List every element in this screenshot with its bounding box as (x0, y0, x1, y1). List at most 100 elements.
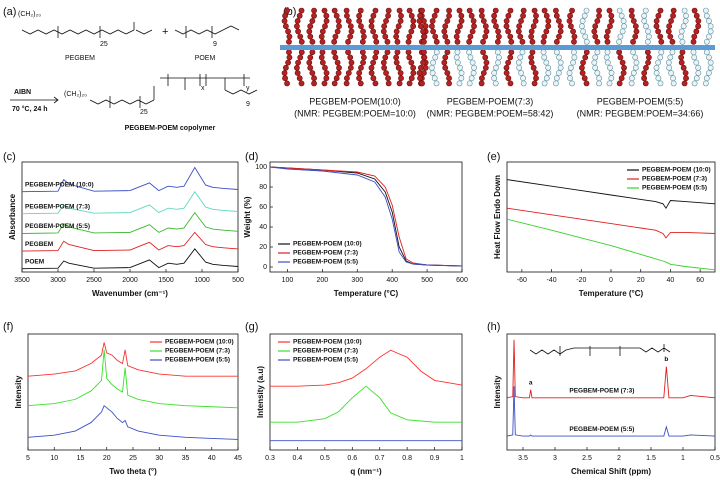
monomer-bead (594, 70, 601, 76)
x-tick-label: 1.5 (646, 455, 656, 462)
monomer-bead (505, 59, 512, 66)
monomer-bead (311, 75, 317, 82)
series-label: PEGBEM-POEM (5:5) (569, 426, 634, 433)
monomer-bead (532, 18, 539, 24)
brush-name: PEGBEM-POEM(5:5) (597, 96, 684, 106)
monomer-bead (579, 70, 586, 76)
monomer-bead (296, 12, 303, 19)
monomer-bead (707, 28, 714, 35)
monomer-bead (620, 70, 627, 76)
monomer-bead (471, 64, 477, 71)
monomer-bead (655, 28, 662, 35)
monomer-bead (331, 49, 338, 56)
monomer-bead (417, 64, 424, 71)
monomer-bead (703, 75, 710, 82)
series-line (269, 166, 463, 267)
monomer-bead (408, 28, 415, 35)
monomer-bead (570, 59, 576, 66)
monomer-bead (570, 28, 576, 35)
monomer-bead (571, 54, 578, 61)
monomer-bead (643, 23, 649, 30)
monomer-bead (528, 59, 535, 66)
monomer-bead (607, 23, 613, 30)
monomer-bead (385, 80, 392, 87)
monomer-bead (398, 12, 404, 19)
bond (185, 26, 213, 38)
monomer-bead (666, 64, 673, 71)
monomer-bead (307, 23, 314, 30)
x-tick-label: 600 (456, 277, 468, 284)
monomer-bead (454, 28, 461, 35)
monomer-bead (294, 70, 301, 76)
monomer-bead (529, 49, 536, 56)
monomer-bead (295, 28, 301, 35)
monomer-bead (604, 49, 611, 56)
monomer-bead (294, 23, 300, 30)
monomer-bead (421, 54, 428, 61)
backbone (565, 45, 715, 50)
y-tick-label: 80 (259, 184, 267, 191)
monomer-bead (406, 80, 413, 87)
x-tick-label: 0 (609, 277, 613, 284)
monomer-bead (645, 28, 651, 35)
monomer-bead (531, 7, 538, 14)
legend-label: PEGBEM-POEM (10:0) (165, 339, 234, 346)
monomer-bead (416, 70, 423, 76)
monomer-bead (683, 75, 689, 82)
monomer-bead (695, 23, 702, 30)
monomer-bead (333, 12, 340, 19)
monomer-bead (518, 70, 524, 76)
monomer-bead (667, 33, 674, 40)
monomer-bead (608, 12, 615, 19)
series-label: PEGBEM-POEM (7:3) (569, 388, 634, 395)
monomer-bead (380, 28, 387, 35)
monomer-bead (285, 59, 291, 66)
monomer-bead (693, 75, 700, 82)
series-label: PEGBEM-POEM (5:5) (25, 223, 90, 230)
legend-label: PEGBEM-POEM (5:5) (293, 259, 358, 266)
monomer-bead (703, 12, 710, 19)
monomer-bead (553, 12, 560, 19)
monomer-bead (286, 49, 292, 56)
monomer-bead (557, 64, 564, 71)
monomer-bead (541, 7, 548, 14)
x-tick-label: 0.5 (320, 455, 330, 462)
monomer-bead (566, 70, 573, 76)
monomer-bead (596, 7, 602, 14)
monomer-bead (433, 49, 440, 56)
monomer-bead (358, 23, 364, 30)
monomer-bead (528, 28, 535, 35)
panel-label: (d) (245, 151, 258, 163)
brush-nmr: (NMR: PEGBEM:POEM=10:0) (294, 108, 416, 118)
monomer-bead (683, 12, 689, 19)
monomer-bead (681, 80, 688, 87)
monomer-bead (616, 7, 623, 14)
x-tick-label: 20 (103, 455, 111, 462)
monomer-bead (571, 33, 578, 40)
monomer-bead (319, 59, 326, 66)
monomer-bead (442, 64, 449, 71)
monomer-bead (530, 23, 537, 30)
monomer-bead (454, 38, 461, 45)
arrow (10, 96, 59, 104)
series-line (21, 211, 239, 234)
monomer-bead (421, 33, 428, 40)
monomer-bead (621, 64, 627, 71)
brush-name: PEGBEM-POEM(7:3) (447, 96, 534, 106)
monomer-bead (397, 18, 404, 24)
monomer-bead (482, 33, 489, 40)
monomer-bead (541, 54, 548, 61)
monomer-bead (641, 18, 648, 24)
monomer-bead (383, 18, 389, 24)
monomer-bead (323, 70, 330, 76)
monomer-bead (528, 33, 535, 40)
monomer-bead (356, 75, 363, 82)
monomer-bead (567, 12, 573, 19)
monomer-bead (456, 80, 463, 87)
monomer-bead (616, 80, 623, 87)
monomer-bead (408, 75, 415, 82)
monomer-bead (368, 64, 375, 71)
monomer-bead (419, 7, 425, 14)
monomer-bead (545, 70, 552, 76)
monomer-bead (641, 70, 648, 76)
